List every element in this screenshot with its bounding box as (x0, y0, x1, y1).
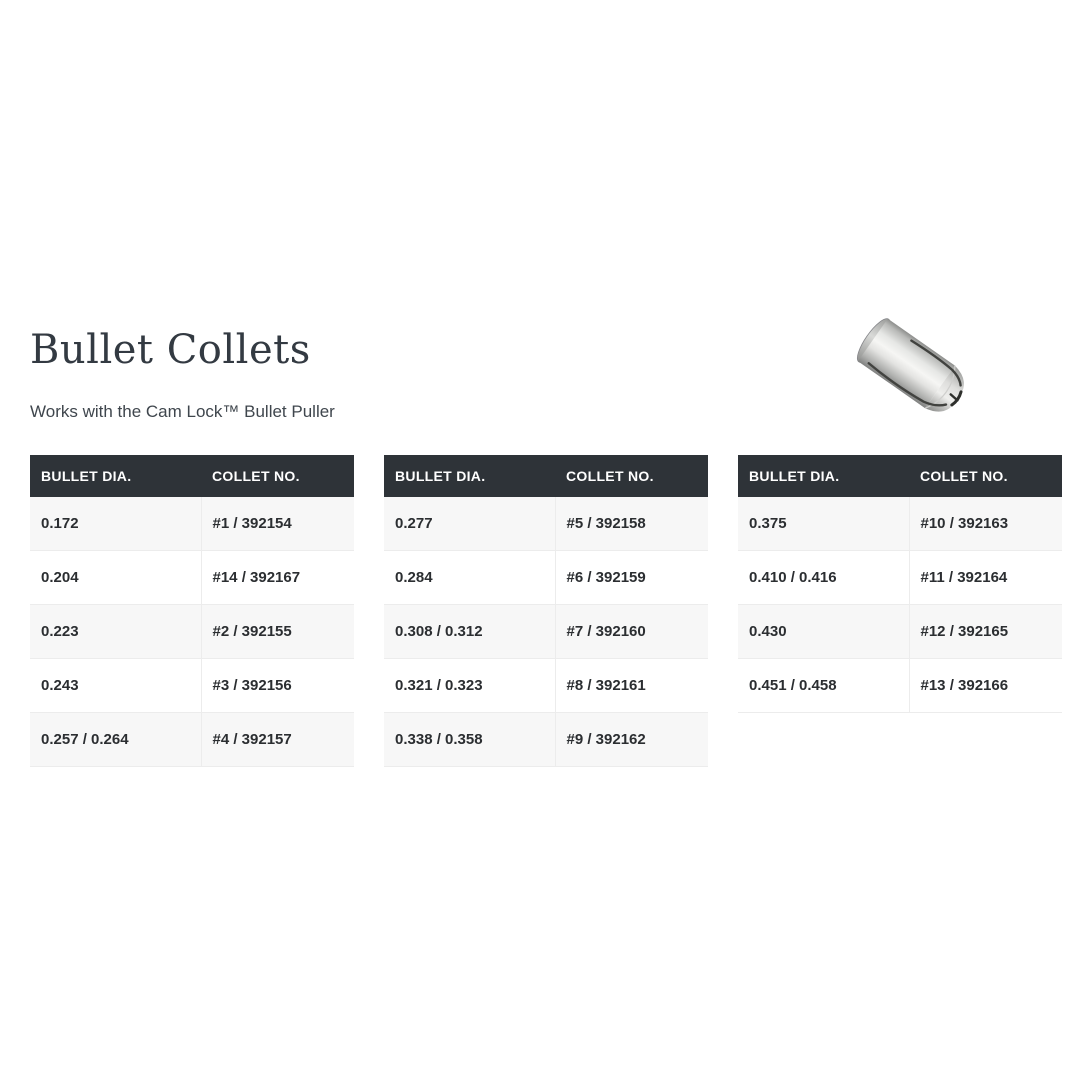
table-row: 0.410 / 0.416 #11 / 392164 (738, 550, 1062, 605)
column-header-bullet-dia: BULLET DIA. (384, 455, 555, 497)
table-header-row: BULLET DIA. COLLET NO. (30, 455, 354, 497)
table-row: 0.338 / 0.358 #9 / 392162 (384, 712, 708, 767)
collet-table-1: BULLET DIA. COLLET NO. 0.172 #1 / 392154… (30, 455, 354, 767)
bullet-dia-cell: 0.308 / 0.312 (384, 604, 556, 659)
bullet-dia-cell: 0.257 / 0.264 (30, 712, 202, 767)
column-header-collet-no: COLLET NO. (201, 455, 354, 497)
bullet-dia-cell: 0.204 (30, 550, 202, 605)
bullet-dia-cell: 0.172 (30, 497, 202, 551)
table-row: 0.243 #3 / 392156 (30, 658, 354, 713)
collet-table-2: BULLET DIA. COLLET NO. 0.277 #5 / 392158… (384, 455, 708, 767)
collet-no-cell: #1 / 392154 (201, 497, 354, 551)
bullet-dia-cell: 0.338 / 0.358 (384, 712, 556, 767)
bullet-collet-photo (838, 312, 988, 424)
table-header-row: BULLET DIA. COLLET NO. (738, 455, 1062, 497)
collet-no-cell: #9 / 392162 (555, 712, 708, 767)
page-subtitle: Works with the Cam Lock™ Bullet Puller (30, 402, 335, 421)
bullet-dia-cell: 0.223 (30, 604, 202, 659)
collet-no-cell: #6 / 392159 (555, 550, 708, 605)
column-header-bullet-dia: BULLET DIA. (738, 455, 909, 497)
collet-no-cell: #11 / 392164 (909, 550, 1062, 605)
page-title: Bullet Collets (30, 327, 311, 373)
table-row: 0.277 #5 / 392158 (384, 497, 708, 551)
bullet-dia-cell: 0.243 (30, 658, 202, 713)
table-row: 0.451 / 0.458 #13 / 392166 (738, 658, 1062, 713)
bullet-collet-icon (856, 318, 964, 412)
table-row: 0.308 / 0.312 #7 / 392160 (384, 604, 708, 659)
bullet-dia-cell: 0.321 / 0.323 (384, 658, 556, 713)
table-row: 0.430 #12 / 392165 (738, 604, 1062, 659)
bullet-dia-cell: 0.410 / 0.416 (738, 550, 910, 605)
table-row: 0.204 #14 / 392167 (30, 550, 354, 605)
table-row: 0.257 / 0.264 #4 / 392157 (30, 712, 354, 767)
collet-table-3: BULLET DIA. COLLET NO. 0.375 #10 / 39216… (738, 455, 1062, 713)
bullet-dia-cell: 0.430 (738, 604, 910, 659)
table-header-row: BULLET DIA. COLLET NO. (384, 455, 708, 497)
collet-tables: BULLET DIA. COLLET NO. 0.172 #1 / 392154… (30, 455, 1062, 767)
collet-no-cell: #3 / 392156 (201, 658, 354, 713)
column-header-collet-no: COLLET NO. (909, 455, 1062, 497)
collet-no-cell: #8 / 392161 (555, 658, 708, 713)
table-row: 0.172 #1 / 392154 (30, 497, 354, 551)
collet-no-cell: #4 / 392157 (201, 712, 354, 767)
collet-no-cell: #14 / 392167 (201, 550, 354, 605)
table-row: 0.375 #10 / 392163 (738, 497, 1062, 551)
bullet-dia-cell: 0.375 (738, 497, 910, 551)
bullet-dia-cell: 0.277 (384, 497, 556, 551)
collet-no-cell: #12 / 392165 (909, 604, 1062, 659)
collet-no-cell: #7 / 392160 (555, 604, 708, 659)
collet-no-cell: #2 / 392155 (201, 604, 354, 659)
bullet-dia-cell: 0.284 (384, 550, 556, 605)
collet-no-cell: #13 / 392166 (909, 658, 1062, 713)
collet-no-cell: #10 / 392163 (909, 497, 1062, 551)
table-row: 0.223 #2 / 392155 (30, 604, 354, 659)
table-row: 0.321 / 0.323 #8 / 392161 (384, 658, 708, 713)
column-header-collet-no: COLLET NO. (555, 455, 708, 497)
bullet-dia-cell: 0.451 / 0.458 (738, 658, 910, 713)
column-header-bullet-dia: BULLET DIA. (30, 455, 201, 497)
collet-no-cell: #5 / 392158 (555, 497, 708, 551)
table-row: 0.284 #6 / 392159 (384, 550, 708, 605)
